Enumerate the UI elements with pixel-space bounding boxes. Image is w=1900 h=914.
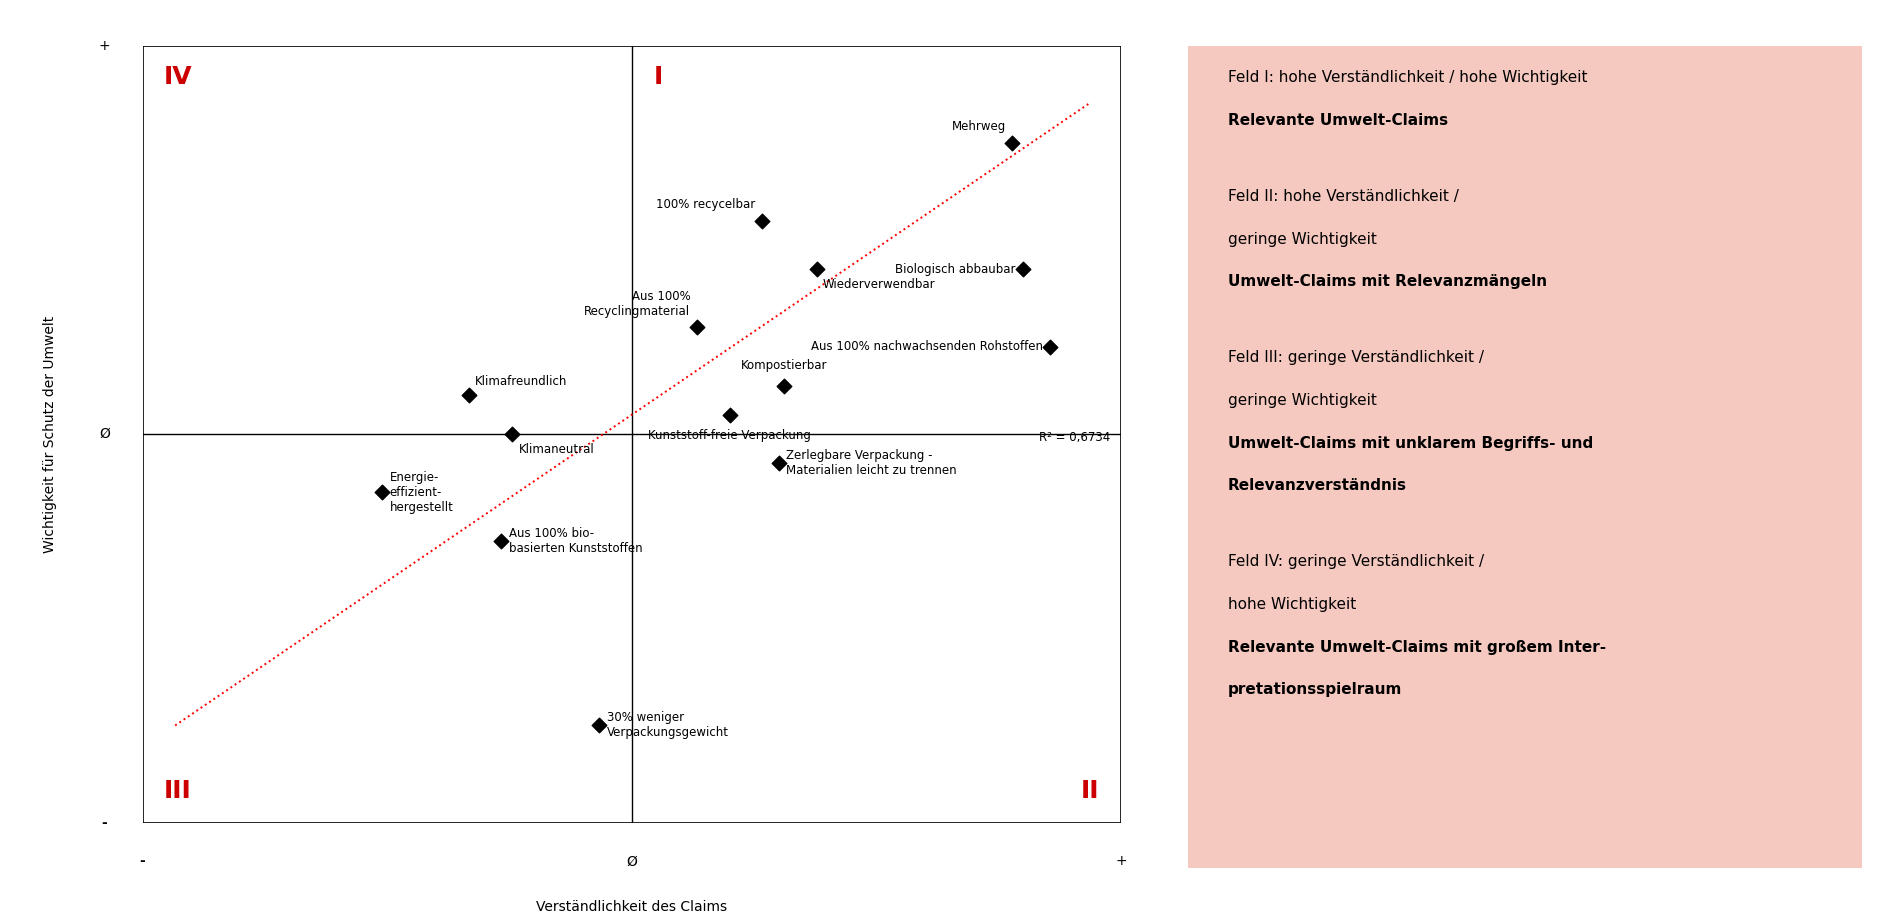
Text: -: - bbox=[101, 815, 106, 830]
Point bbox=[747, 213, 777, 228]
Point bbox=[770, 378, 800, 393]
Text: Verständlichkeit des Claims: Verständlichkeit des Claims bbox=[536, 900, 728, 914]
Text: Feld III: geringe Verständlichkeit /: Feld III: geringe Verständlichkeit / bbox=[1227, 350, 1484, 365]
Point bbox=[1007, 261, 1037, 276]
Text: Ø: Ø bbox=[99, 427, 110, 441]
Text: Zerlegbare Verpackung -
Materialien leicht zu trennen: Zerlegbare Verpackung - Materialien leic… bbox=[787, 450, 958, 477]
Text: Biologisch abbaubar: Biologisch abbaubar bbox=[895, 262, 1015, 275]
Text: Feld I: hohe Verständlichkeit / hohe Wichtigkeit: Feld I: hohe Verständlichkeit / hohe Wic… bbox=[1227, 70, 1588, 85]
Text: Aus 100% nachwachsenden Rohstoffen: Aus 100% nachwachsenden Rohstoffen bbox=[811, 340, 1043, 353]
Text: Kompostierbar: Kompostierbar bbox=[741, 358, 826, 372]
Point bbox=[714, 408, 745, 422]
Text: IV: IV bbox=[163, 65, 194, 90]
Text: Relevante Umwelt-Claims: Relevante Umwelt-Claims bbox=[1227, 113, 1448, 128]
Text: Umwelt-Claims mit Relevanzmängeln: Umwelt-Claims mit Relevanzmängeln bbox=[1227, 274, 1547, 290]
Text: Relevante Umwelt-Claims mit großem Inter-: Relevante Umwelt-Claims mit großem Inter… bbox=[1227, 640, 1606, 654]
Text: Feld IV: geringe Verständlichkeit /: Feld IV: geringe Verständlichkeit / bbox=[1227, 554, 1484, 569]
Text: Relevanzverständnis: Relevanzverständnis bbox=[1227, 478, 1408, 494]
Text: +: + bbox=[1115, 855, 1127, 868]
Point bbox=[367, 485, 397, 500]
Point bbox=[764, 456, 794, 471]
Text: III: III bbox=[163, 779, 192, 803]
Text: Ø: Ø bbox=[627, 855, 636, 868]
Text: geringe Wichtigkeit: geringe Wichtigkeit bbox=[1227, 231, 1378, 247]
Text: R² = 0,6734: R² = 0,6734 bbox=[1039, 430, 1110, 444]
Point bbox=[486, 534, 517, 548]
Point bbox=[583, 718, 614, 733]
Text: Wichtigkeit für Schutz der Umwelt: Wichtigkeit für Schutz der Umwelt bbox=[44, 315, 57, 553]
FancyBboxPatch shape bbox=[1188, 46, 1862, 868]
Text: Aus 100%
Recyclingmaterial: Aus 100% Recyclingmaterial bbox=[585, 290, 690, 318]
Point bbox=[498, 427, 528, 441]
Point bbox=[454, 388, 484, 402]
Text: 30% weniger
Verpackungsgewicht: 30% weniger Verpackungsgewicht bbox=[606, 711, 730, 739]
Point bbox=[1036, 339, 1066, 354]
Point bbox=[802, 261, 832, 276]
Text: Klimafreundlich: Klimafreundlich bbox=[475, 376, 568, 388]
Text: Kunststoff-freie Verpackung: Kunststoff-freie Verpackung bbox=[648, 429, 811, 441]
Text: Umwelt-Claims mit unklarem Begriffs- und: Umwelt-Claims mit unklarem Begriffs- und bbox=[1227, 436, 1594, 451]
Point bbox=[998, 135, 1028, 150]
Text: -: - bbox=[139, 855, 146, 868]
Text: Aus 100% bio-
basierten Kunststoffen: Aus 100% bio- basierten Kunststoffen bbox=[509, 527, 642, 555]
Text: Wiederverwendbar: Wiederverwendbar bbox=[823, 279, 935, 292]
Text: II: II bbox=[1081, 779, 1100, 803]
Point bbox=[682, 320, 712, 335]
Text: geringe Wichtigkeit: geringe Wichtigkeit bbox=[1227, 393, 1378, 408]
Text: Feld II: hohe Verständlichkeit /: Feld II: hohe Verständlichkeit / bbox=[1227, 189, 1459, 204]
Text: Mehrweg: Mehrweg bbox=[952, 121, 1005, 133]
Text: +: + bbox=[99, 38, 110, 53]
Text: Klimaneutral: Klimaneutral bbox=[519, 443, 595, 456]
Text: I: I bbox=[654, 65, 663, 90]
Text: hohe Wichtigkeit: hohe Wichtigkeit bbox=[1227, 597, 1357, 611]
Text: Energie-
effizient-
hergestellt: Energie- effizient- hergestellt bbox=[390, 471, 454, 514]
Text: pretationsspielraum: pretationsspielraum bbox=[1227, 683, 1402, 697]
Text: 100% recycelbar: 100% recycelbar bbox=[656, 198, 756, 211]
